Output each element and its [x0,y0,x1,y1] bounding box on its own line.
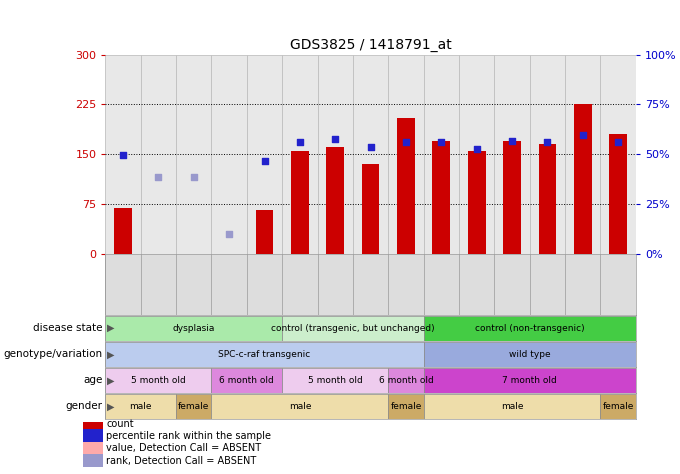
Bar [247,55,282,254]
Bar [609,134,627,254]
Bar [432,141,450,254]
Text: percentile rank within the sample: percentile rank within the sample [106,431,271,441]
Text: disease state: disease state [33,323,103,333]
Bar [530,55,565,254]
Bar [83,442,103,455]
Text: rank, Detection Call = ABSENT: rank, Detection Call = ABSENT [106,456,256,466]
Bar [424,342,636,367]
Bar [176,55,211,254]
Text: ▶: ▶ [107,323,114,333]
Bar [388,368,424,393]
Text: 6 month old: 6 month old [379,376,433,385]
Bar [105,316,282,341]
Bar [459,55,494,254]
Point [365,144,376,151]
Text: control (non-transgenic): control (non-transgenic) [475,324,585,333]
Text: dysplasia: dysplasia [173,324,215,333]
Bar [211,55,247,254]
Text: male: male [288,402,311,411]
Bar [282,316,424,341]
Text: count: count [106,419,134,429]
Text: 6 month old: 6 month old [220,376,274,385]
Bar [326,147,344,254]
Bar [282,368,388,393]
Title: GDS3825 / 1418791_at: GDS3825 / 1418791_at [290,38,452,52]
Bar [83,429,103,443]
Bar [353,55,388,254]
Bar [424,394,600,419]
Point [507,137,517,145]
Bar [282,55,318,254]
Text: value, Detection Call = ABSENT: value, Detection Call = ABSENT [106,443,262,454]
Text: ▶: ▶ [107,401,114,411]
Bar [105,368,211,393]
Point [436,138,447,146]
Bar [83,417,103,430]
Bar [256,210,273,254]
Point [471,145,482,153]
Bar [83,454,103,467]
Text: ▶: ▶ [107,375,114,385]
Bar [397,118,415,254]
Text: wild type: wild type [509,350,551,359]
Bar [424,368,636,393]
Point [330,136,341,143]
Bar [318,55,353,254]
Text: 7 month old: 7 month old [503,376,557,385]
Bar [388,394,424,419]
Bar [600,394,636,419]
Point [294,138,305,146]
Point [188,173,199,181]
Text: male: male [500,402,524,411]
Bar [424,316,636,341]
Point [118,152,129,159]
Text: 5 month old: 5 month old [308,376,362,385]
Bar [291,151,309,254]
Bar [574,104,592,254]
Point [153,173,164,181]
Text: genotype/variation: genotype/variation [3,349,103,359]
Text: ▶: ▶ [107,349,114,359]
Text: female: female [390,402,422,411]
Bar [211,368,282,393]
Bar [105,55,141,254]
Point [224,230,235,237]
Text: 5 month old: 5 month old [131,376,186,385]
Bar [141,55,176,254]
Text: female: female [178,402,209,411]
Bar [565,55,600,254]
Bar [539,144,556,254]
Bar [424,55,459,254]
Point [613,138,624,146]
Text: age: age [84,375,103,385]
Point [542,138,553,146]
Bar [211,394,388,419]
Bar [105,342,424,367]
Text: male: male [129,402,152,411]
Bar [114,209,132,254]
Bar [600,55,636,254]
Point [401,138,411,146]
Bar [105,394,176,419]
Text: control (transgenic, but unchanged): control (transgenic, but unchanged) [271,324,435,333]
Bar [388,55,424,254]
Bar [494,55,530,254]
Bar [468,151,486,254]
Text: female: female [602,402,634,411]
Text: gender: gender [66,401,103,411]
Point [577,132,588,139]
Bar [503,141,521,254]
Point [259,157,270,164]
Bar [362,164,379,254]
Text: SPC-c-raf transgenic: SPC-c-raf transgenic [218,350,311,359]
Bar [176,394,211,419]
